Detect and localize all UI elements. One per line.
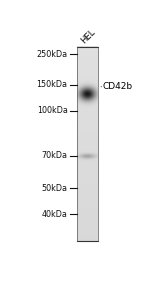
Text: 50kDa: 50kDa [42,184,68,193]
Text: CD42b: CD42b [102,82,133,91]
Text: 150kDa: 150kDa [37,80,68,89]
Text: 100kDa: 100kDa [37,106,68,115]
Text: HEL: HEL [79,28,97,46]
Text: 70kDa: 70kDa [42,151,68,160]
Text: 40kDa: 40kDa [42,210,68,219]
Text: 250kDa: 250kDa [36,50,68,59]
